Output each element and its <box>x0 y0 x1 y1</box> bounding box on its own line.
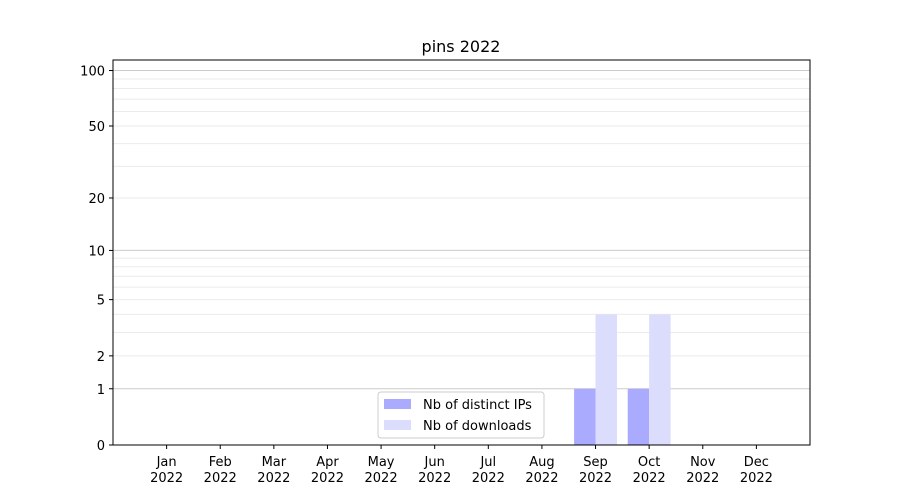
x-tick-label: Aug 2022 <box>525 455 558 486</box>
bar-distinct-ips <box>627 388 650 445</box>
legend-swatch-downloads <box>384 420 411 430</box>
y-tick-label: 1 <box>97 383 105 398</box>
x-tick-label: Jul 2022 <box>472 455 505 486</box>
y-tick-label: 100 <box>80 65 105 80</box>
x-tick-label: May 2022 <box>365 455 398 486</box>
legend: Nb of distinct IPs Nb of downloads <box>377 391 545 439</box>
y-tick-label: 5 <box>97 294 105 309</box>
x-tick-label: Dec 2022 <box>740 455 773 486</box>
bar-downloads <box>595 314 617 445</box>
x-tick-label: Feb 2022 <box>204 455 237 486</box>
x-tick-label: Jan 2022 <box>150 455 183 486</box>
x-tick-label: Sep 2022 <box>579 455 612 486</box>
y-tick-label: 20 <box>88 192 105 207</box>
legend-label-downloads: Nb of downloads <box>423 419 532 434</box>
chart-title: pins 2022 <box>422 37 501 56</box>
x-tick-label: Oct 2022 <box>633 455 666 486</box>
legend-label-distinct-ips: Nb of distinct IPs <box>423 398 532 413</box>
x-tick-label: Nov 2022 <box>686 455 719 486</box>
legend-swatch-distinct-ips <box>384 399 411 409</box>
x-tick-label: Mar 2022 <box>257 455 290 486</box>
bar-distinct-ips <box>574 388 596 445</box>
y-tick-label: 10 <box>88 244 105 259</box>
y-tick-label: 0 <box>97 439 105 454</box>
x-tick-label: Apr 2022 <box>311 455 344 486</box>
y-tick-label: 2 <box>97 350 105 365</box>
bar-downloads <box>649 314 671 445</box>
x-tick-label: Jun 2022 <box>418 455 451 486</box>
legend-box <box>377 391 545 439</box>
y-tick-label: 50 <box>88 120 105 135</box>
plot-frame <box>112 59 811 446</box>
